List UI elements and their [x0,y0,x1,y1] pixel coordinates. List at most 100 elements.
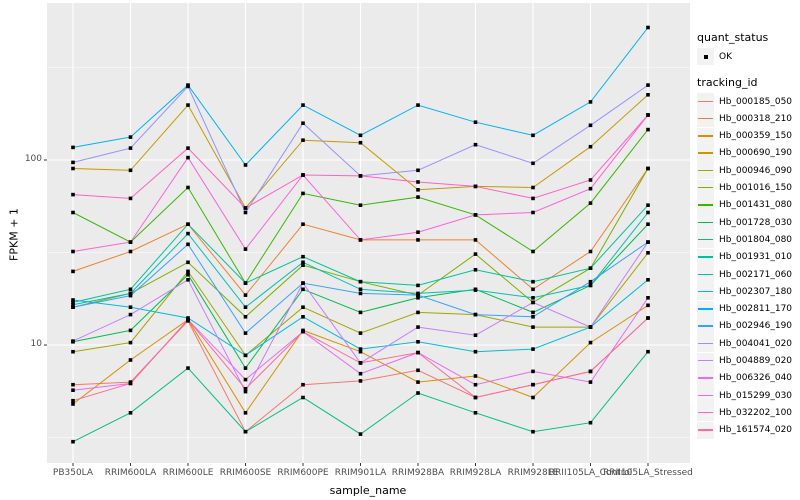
data-point [588,266,593,270]
data-point [358,331,363,335]
line-swatch-icon [697,162,714,180]
data-point [301,395,305,400]
data-point [473,213,478,217]
data-point [301,287,305,292]
data-point [588,123,593,128]
data-point [358,174,363,178]
legend-item-Hb_015299_030: Hb_015299_030 [697,387,793,405]
data-point [358,140,363,145]
data-point [186,366,190,370]
x-tick-label: RRIM928BA [391,468,445,478]
data-point [301,173,305,177]
data-point [646,296,650,300]
data-point [186,146,190,150]
data-point [416,325,420,329]
data-point [186,317,190,322]
x-tick-label: RRIM928LA [449,468,502,478]
legend-item-label: Hb_006326_040 [719,373,793,384]
data-point [358,432,363,436]
data-point [531,310,535,315]
data-point [301,315,305,319]
data-point [301,260,305,265]
data-point [358,291,363,296]
line-swatch-icon [697,283,714,301]
data-point [71,439,75,444]
data-point [301,305,305,309]
legend-title-quant-status: quant_status [697,31,769,44]
data-point [128,358,133,362]
x-tick-label: RRIM600LA [104,468,157,478]
data-point [473,252,478,256]
data-point [128,287,133,292]
x-tick-label: RRIM928LE [507,468,559,478]
legend-item-Hb_000359_150: Hb_000359_150 [697,127,793,145]
data-point [588,144,593,149]
data-point [531,133,535,138]
legend-item-label: Hb_002811_170 [719,304,793,315]
data-point [186,231,190,236]
data-point [646,127,650,132]
data-point [473,238,478,242]
data-point [243,387,248,391]
line-swatch-icon [697,335,714,353]
line-swatch-icon [697,144,714,162]
data-point [646,93,650,97]
legend-item-Hb_002946_190: Hb_002946_190 [697,317,792,335]
data-point [473,120,478,124]
data-point [358,379,363,383]
data-point [646,222,650,226]
legend-item-label: Hb_000690_190 [719,148,793,159]
data-point [588,201,593,205]
line-swatch-icon [697,404,714,422]
data-point [646,113,650,117]
data-point [186,272,190,277]
data-point [301,103,305,107]
legend-item-label: Hb_032202_100 [719,407,793,418]
data-point [588,283,593,288]
data-point [588,186,593,191]
data-point [531,196,535,201]
line-swatch-icon [697,93,714,110]
data-point [243,353,248,358]
legend-item-label: Hb_000359_150 [719,131,793,142]
data-point [301,281,305,285]
data-point [646,25,650,30]
data-point [646,303,650,308]
data-point [358,361,363,365]
data-point [531,279,535,284]
data-point [71,300,75,305]
legend-item-Hb_000185_050: Hb_000185_050 [697,93,792,110]
legend-item-Hb_006326_040: Hb_006326_040 [697,369,793,387]
data-point [646,166,650,171]
data-point [128,249,133,254]
legend-item-ok: OK [697,48,732,65]
data-point [186,260,190,265]
data-point [128,381,133,386]
data-point [531,325,535,329]
data-point [186,103,190,107]
data-point [588,100,593,104]
data-point [473,333,478,337]
data-point [128,328,133,333]
data-point [128,135,133,139]
data-point [358,287,363,292]
line-swatch-icon [697,248,714,266]
legend-item-Hb_002307_180: Hb_002307_180 [697,283,792,301]
data-point [646,203,650,207]
data-point [71,349,75,354]
data-point [473,411,478,415]
legend-item-Hb_002811_170: Hb_002811_170 [697,300,793,318]
data-point [588,380,593,384]
legend-item-label: OK [719,51,732,62]
data-point [128,240,133,244]
data-point [243,377,248,382]
data-point [416,380,420,384]
line-swatch-icon [697,352,714,370]
data-point [243,331,248,335]
data-point [128,168,133,173]
legend-item-label: Hb_015299_030 [719,390,793,401]
data-point [473,382,478,387]
data-point [358,371,363,376]
line-swatch-icon [697,127,714,145]
data-point [416,180,420,184]
